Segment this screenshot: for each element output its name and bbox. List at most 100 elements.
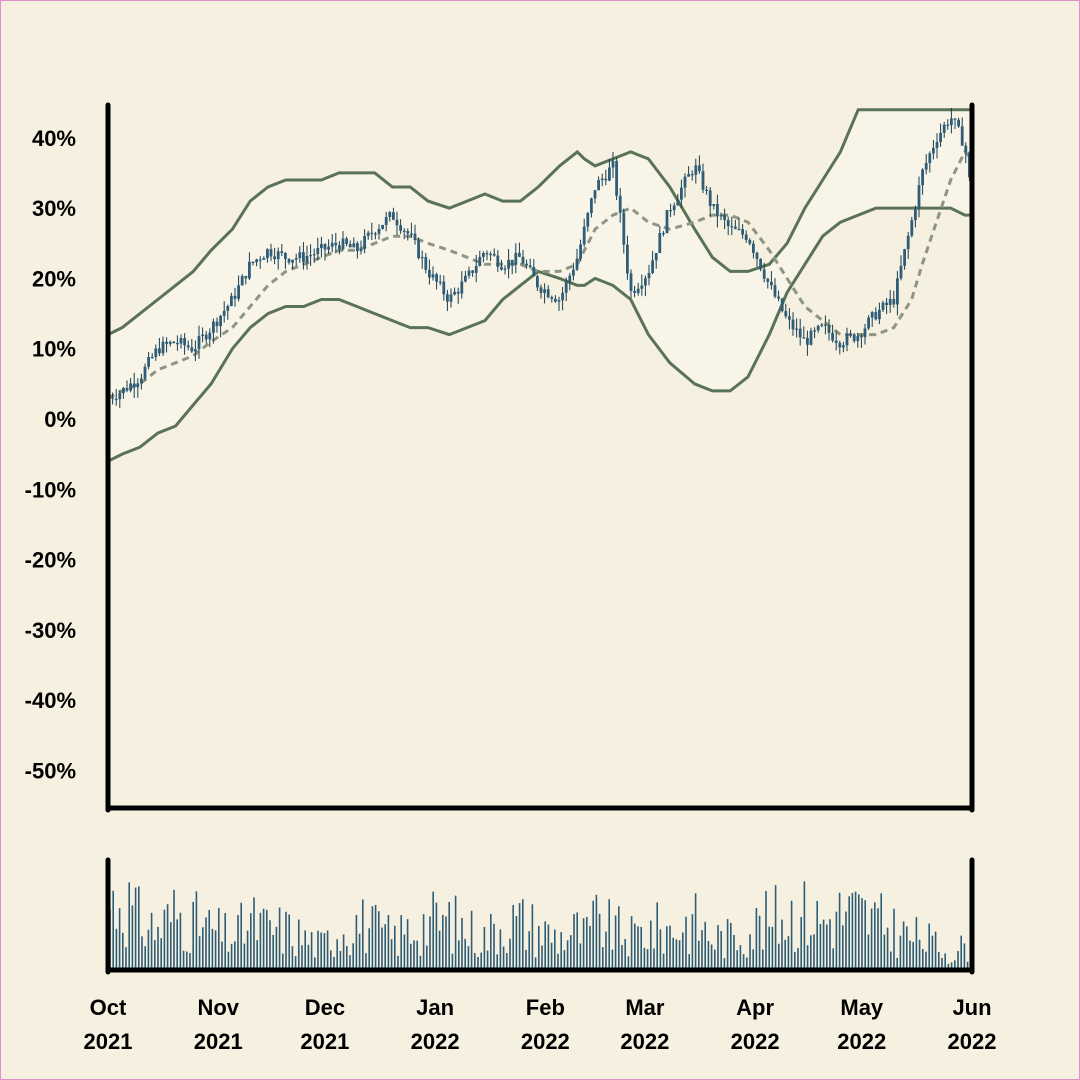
volume-bar — [554, 929, 556, 970]
volume-bar — [586, 916, 588, 970]
candle-body — [464, 275, 467, 282]
volume-bar — [326, 930, 329, 970]
volume-bar — [387, 915, 390, 970]
volume-bar — [931, 935, 934, 970]
candle-body — [590, 198, 593, 214]
volume-bar — [230, 943, 233, 970]
volume-bar — [218, 907, 220, 970]
volume-bar — [310, 932, 313, 970]
volume-bar — [707, 940, 710, 970]
candle-body — [611, 160, 615, 168]
volume-bar — [477, 956, 479, 970]
volume-bar — [288, 914, 290, 970]
volume-bar — [618, 906, 620, 970]
candle-body — [572, 269, 575, 276]
candle-body — [834, 340, 838, 343]
volume-bar — [842, 925, 844, 970]
candle-body — [222, 310, 226, 316]
candle-body — [158, 348, 161, 354]
volume-bar — [954, 960, 956, 970]
candle-body — [964, 145, 968, 153]
volume-bar — [352, 943, 354, 970]
volume-bar — [755, 907, 758, 970]
candle-body — [186, 345, 190, 348]
volume-bar — [378, 911, 380, 970]
volume-bar — [685, 916, 687, 970]
candle-body — [456, 291, 460, 294]
volume-bar — [138, 886, 140, 970]
volume-bar — [317, 930, 319, 970]
candle-body — [921, 169, 924, 186]
candle-body — [676, 199, 680, 206]
candle-body — [165, 341, 168, 344]
candle-body — [680, 187, 683, 200]
volume-bar — [624, 938, 626, 970]
volume-bar — [499, 929, 502, 970]
candle-body — [287, 258, 291, 263]
volume-bar — [522, 899, 524, 970]
volume-bar — [410, 943, 412, 970]
volume-bar — [445, 916, 447, 970]
candle-body — [338, 245, 341, 250]
volume-bar — [557, 953, 559, 970]
candle-body — [802, 337, 806, 339]
y-tick-label: 0% — [44, 407, 76, 432]
candle-body — [748, 239, 752, 244]
candle-body — [197, 336, 201, 350]
volume-bar — [637, 926, 639, 970]
candle-body — [251, 261, 255, 263]
volume-bar — [550, 942, 553, 970]
candle-body — [942, 124, 946, 133]
bollinger-band-layer — [107, 108, 974, 463]
candle-body — [784, 311, 788, 317]
candle-body — [626, 244, 629, 274]
volume-bar — [893, 908, 895, 970]
candle-body — [417, 240, 420, 259]
candle-body — [708, 190, 712, 206]
y-tick-label: -20% — [25, 548, 76, 573]
volume-bar — [374, 904, 377, 970]
candle-body — [597, 180, 600, 191]
volume-bar — [739, 945, 742, 970]
volume-bar — [778, 943, 780, 970]
candle-body — [240, 276, 244, 286]
candle-body — [237, 285, 240, 299]
candle-body — [183, 338, 186, 346]
candle-body — [323, 244, 327, 250]
x-tick-year: 2021 — [194, 1029, 243, 1054]
volume-bar — [925, 951, 927, 970]
volume-bar — [877, 908, 879, 970]
volume-bar — [192, 901, 194, 970]
volume-bar — [890, 951, 892, 970]
volume-bar — [154, 940, 156, 970]
candle-body — [140, 378, 143, 384]
candle-body — [892, 298, 896, 305]
x-tick-month: Feb — [526, 995, 565, 1020]
candle-body — [759, 259, 762, 270]
candle-body — [212, 321, 215, 333]
volume-bar — [448, 902, 450, 970]
volume-bar — [362, 899, 364, 970]
candle-body — [654, 253, 658, 261]
volume-bar — [259, 912, 262, 970]
candle-body — [726, 219, 730, 227]
candle-body — [399, 225, 402, 231]
candle-body — [150, 356, 154, 359]
candle-body — [665, 210, 669, 234]
candle-body — [348, 243, 352, 248]
candle-body — [302, 252, 305, 263]
candle-body — [543, 289, 546, 293]
volume-bar — [301, 945, 303, 970]
volume-bar — [614, 915, 617, 970]
candle-body — [320, 244, 323, 249]
volume-bar — [630, 916, 633, 970]
volume-bar — [368, 928, 370, 970]
candle-body — [698, 165, 701, 172]
candle-body — [896, 278, 899, 305]
candle-body — [269, 249, 273, 257]
candle-body — [384, 217, 388, 226]
candle-body — [957, 119, 960, 127]
candle-body — [471, 270, 474, 273]
volume-bar — [854, 891, 857, 970]
